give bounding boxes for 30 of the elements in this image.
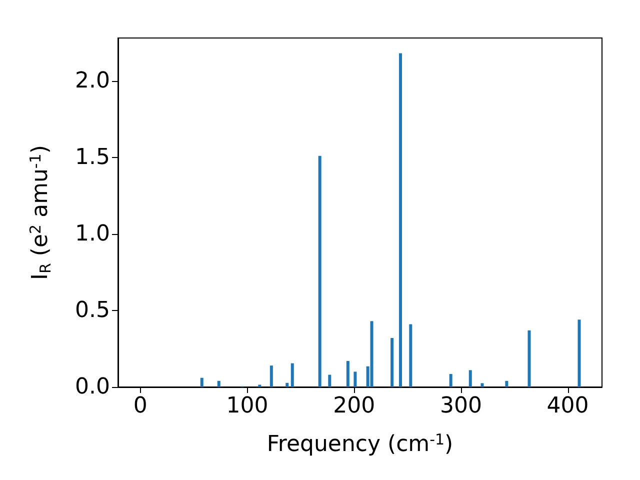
y-tick-label: 1.0 [75,221,110,246]
bar [505,380,508,387]
bar [217,380,220,387]
y-tick-label: 2.0 [75,68,110,94]
bar [468,370,472,387]
x-tick-label: 100 [226,394,268,418]
bar [390,338,394,387]
x-tick-label: 200 [333,394,376,418]
y-tick-label: 1.5 [75,144,110,170]
bar [449,374,452,387]
y-tick-label: 0.0 [75,374,110,400]
x-tick-label: 400 [546,394,589,418]
bar [370,321,374,387]
bar [286,382,289,387]
bar [318,156,322,387]
bar [290,363,294,387]
bar [346,360,350,387]
x-tick-label: 300 [440,394,482,418]
bar [354,372,357,387]
bar [270,366,273,387]
x-tick-label: 0 [133,394,148,418]
y-tick-label: 0.5 [75,298,110,323]
bar [578,320,581,387]
bar [398,53,402,387]
y-axis-title: IR (e2 amu-1) [26,145,54,280]
bar [409,324,412,387]
bar [480,383,484,387]
bar [528,330,531,387]
bar [200,378,204,387]
bar [328,374,332,387]
